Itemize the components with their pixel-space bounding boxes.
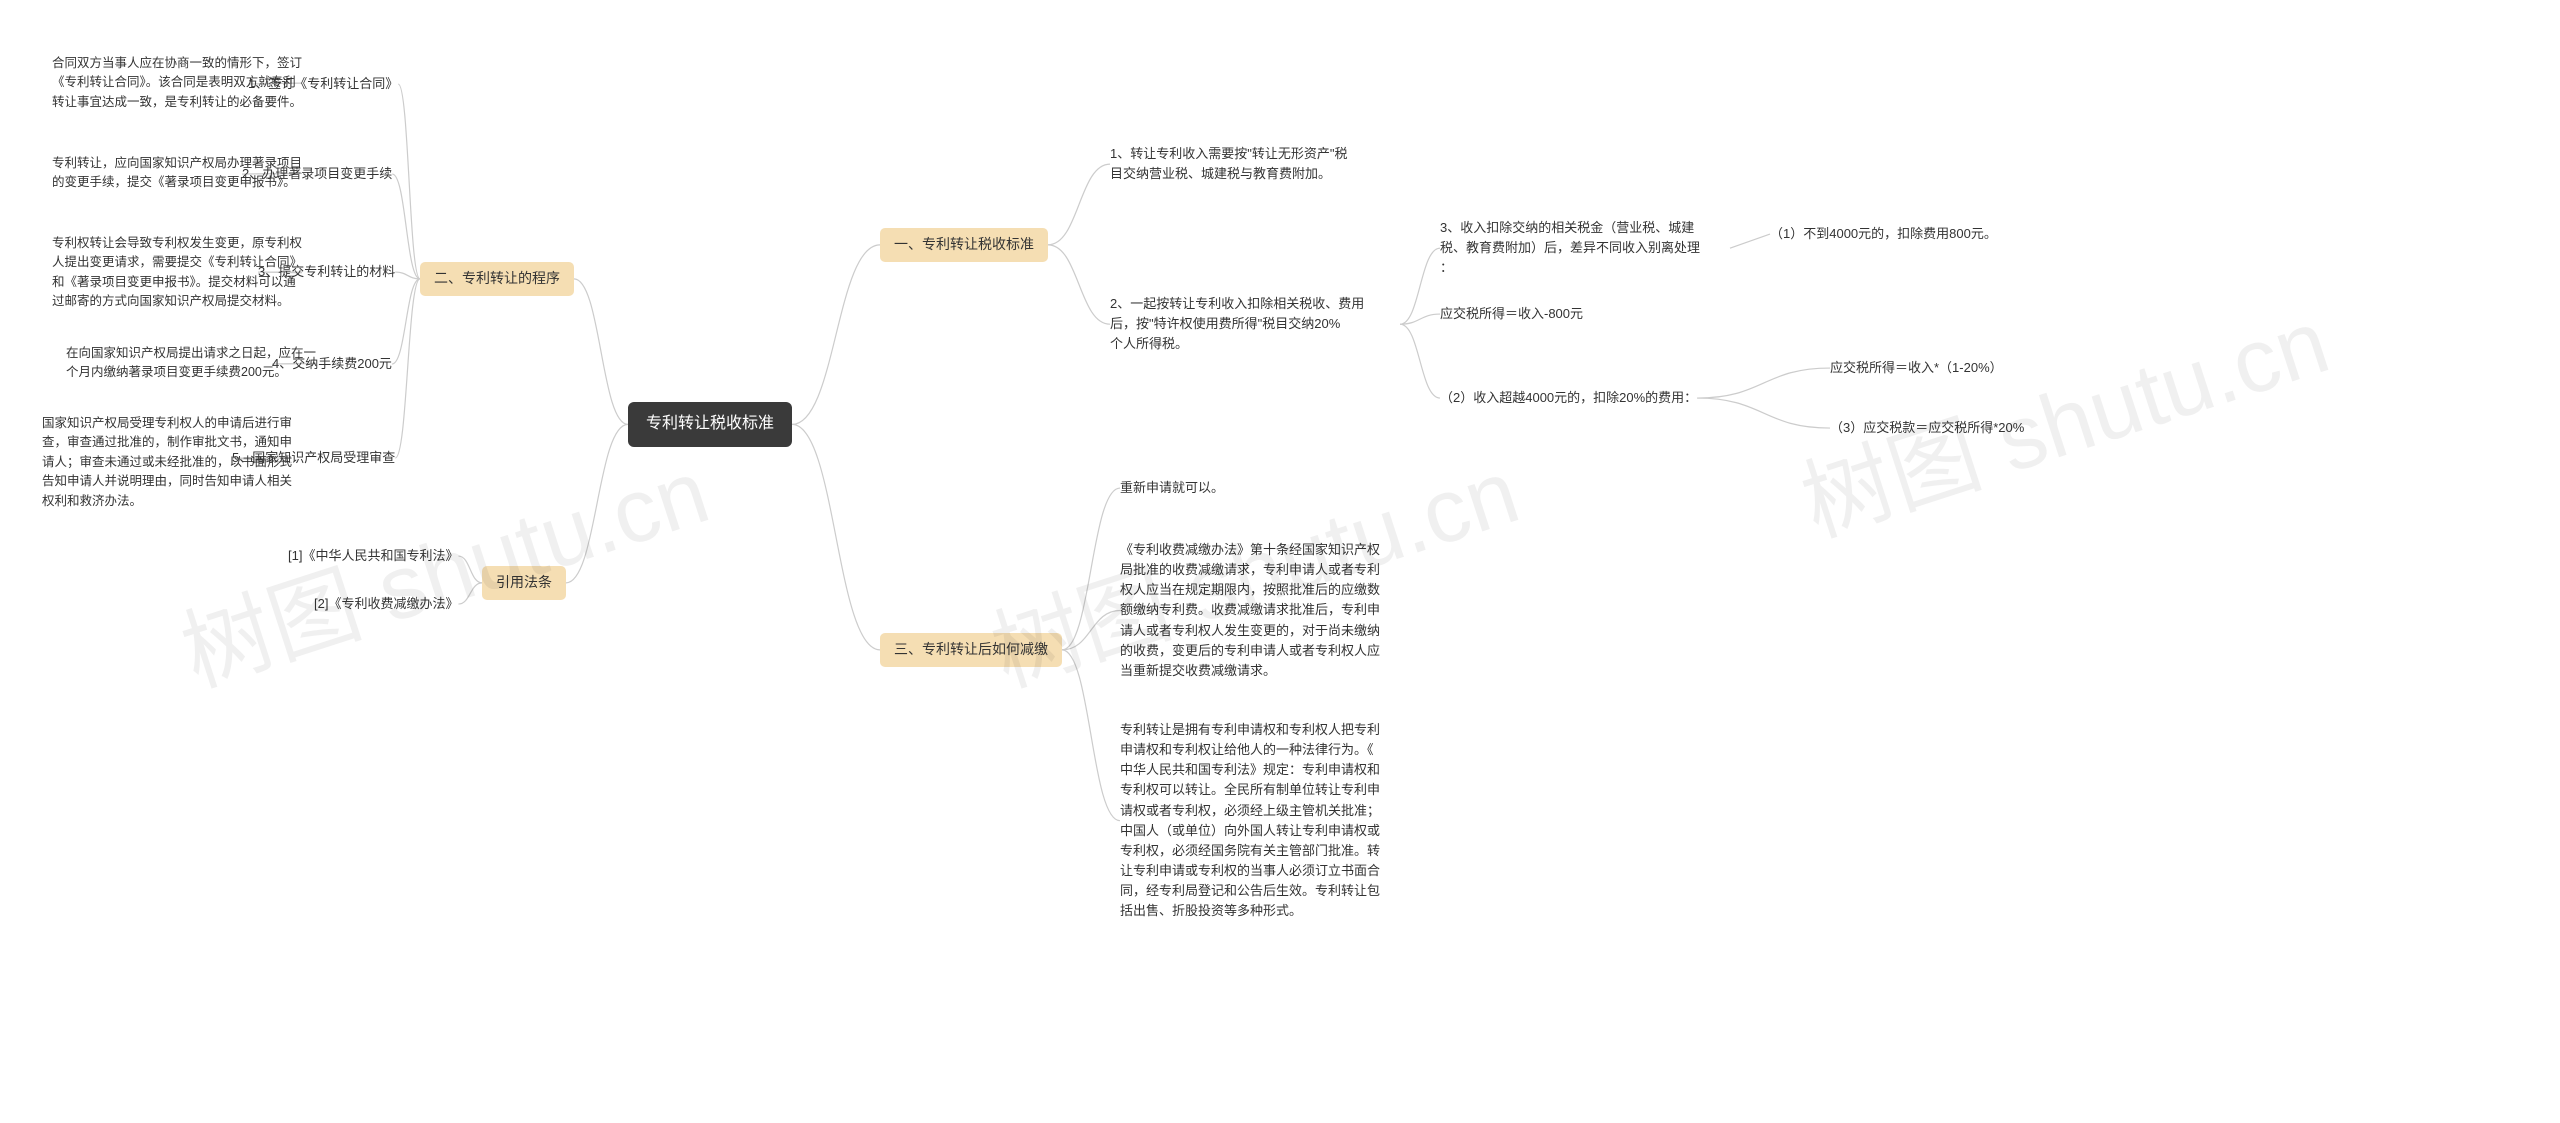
- leaf-r1b: 3、收入扣除交纳的相关税金（营业税、城建 税、教育费附加）后，差异不同收入别离处…: [1440, 218, 1730, 278]
- note-l2b: 专利转让，应向国家知识产权局办理著录项目 的变更手续，提交《著录项目变更申报书》…: [52, 154, 302, 193]
- leaf-r3b: 《专利收费减缴办法》第十条经国家知识产权 局批准的收费减缴请求，专利申请人或者专…: [1120, 540, 1420, 681]
- leaf-r1d: 应交税所得＝收入-800元: [1440, 304, 1583, 324]
- branch-l2: 二、专利转让的程序: [420, 262, 574, 296]
- leaf-r3c: 专利转让是拥有专利申请权和专利权人把专利 申请权和专利权让给他人的一种法律行为。…: [1120, 720, 1420, 921]
- note-l2e: 国家知识产权局受理专利权人的申请后进行审 查，审查通过批准的，制作审批文书，通知…: [42, 414, 292, 511]
- note-l2c: 专利权转让会导致专利权发生变更，原专利权 人提出变更请求，需要提交《专利转让合同…: [52, 234, 302, 312]
- root-node: 专利转让税收标准: [628, 402, 792, 447]
- leaf-r1b1: （1）不到4000元的，扣除费用800元。: [1770, 224, 1997, 244]
- branch-l3: 引用法条: [482, 566, 566, 600]
- branch-r1: 一、专利转让税收标准: [880, 228, 1048, 262]
- leaf-r1e: （2）收入超越4000元的，扣除20%的费用：: [1440, 388, 1697, 408]
- leaf-r1e2: （3）应交税款＝应交税所得*20%: [1830, 418, 2024, 438]
- leaf-r3a: 重新申请就可以。: [1120, 478, 1224, 498]
- watermark-3: 树图 shutu.cn: [1783, 269, 2342, 561]
- note-l2d: 在向国家知识产权局提出请求之日起，应在一 个月内缴纳著录项目变更手续费200元。: [66, 344, 316, 383]
- note-l2a: 合同双方当事人应在协商一致的情形下，签订 《专利转让合同》。该合同是表明双方就专…: [52, 54, 302, 112]
- leaf-r1c: 2、一起按转让专利收入扣除相关税收、费用 后，按"特许权使用费所得"税目交纳20…: [1110, 294, 1400, 354]
- leaf-r1e1: 应交税所得＝收入*（1-20%）: [1830, 358, 2003, 378]
- leaf-l3b: [2]《专利收费减缴办法》: [314, 594, 458, 614]
- leaf-l3a: [1]《中华人民共和国专利法》: [288, 546, 458, 566]
- leaf-r1a: 1、转让专利收入需要按"转让无形资产"税 目交纳营业税、城建税与教育费附加。: [1110, 144, 1400, 184]
- branch-r3: 三、专利转让后如何减缴: [880, 633, 1062, 667]
